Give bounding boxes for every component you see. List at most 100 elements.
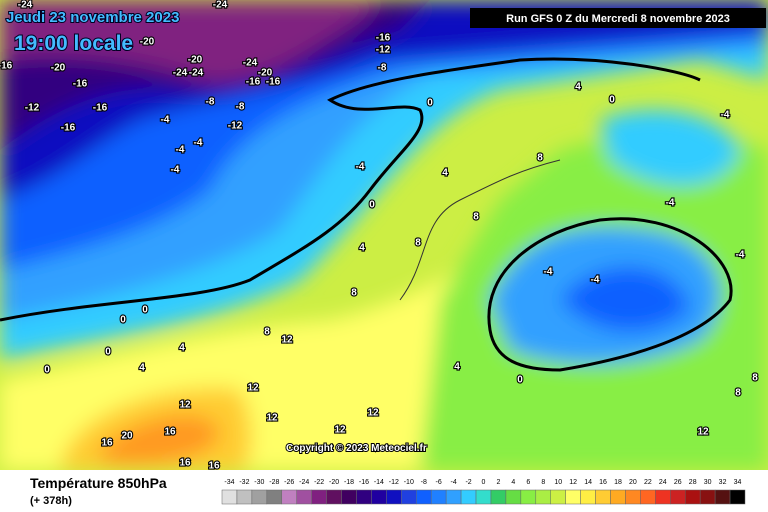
scale-label: -12: [389, 479, 399, 486]
scale-swatch: [520, 489, 537, 505]
scale-swatch: [714, 489, 731, 505]
scale-swatch: [640, 489, 656, 505]
scale-swatch: [655, 489, 671, 505]
isotherm-label: 12: [247, 383, 259, 394]
scale-swatch: [251, 489, 268, 505]
scale-swatch: [296, 489, 312, 505]
scale-label: 6: [526, 479, 530, 486]
isotherm-label: -24: [213, 0, 228, 11]
isotherm-label: -20: [188, 55, 203, 66]
scale-label: -20: [329, 479, 339, 486]
isotherm-label: 4: [454, 362, 460, 373]
lead-time: (+ 378h): [30, 495, 72, 507]
isotherm-labels: -24 -24-20 -16-12-8-20-24 -24-24-20-16 -16-2…: [0, 0, 759, 473]
scale-swatch: [505, 489, 522, 505]
isotherm-label: -4: [176, 145, 185, 156]
scale-swatch: [595, 489, 611, 505]
isotherm-label: -20: [258, 68, 273, 79]
isotherm-label: 16: [101, 438, 113, 449]
isotherm-label: 12: [367, 408, 379, 419]
scale-label: 12: [569, 479, 577, 486]
scale-label: -28: [269, 479, 279, 486]
isotherm-label: 12: [179, 400, 191, 411]
scale-swatch: [684, 489, 701, 505]
scale-swatch: [550, 489, 566, 505]
scale-label: -18: [344, 479, 354, 486]
isotherm-label: -4: [721, 110, 730, 121]
isotherm-label: 8: [752, 373, 758, 384]
scale-label: 26: [674, 479, 682, 486]
scale-swatch: [535, 489, 551, 505]
scale-label: -2: [465, 479, 471, 486]
isotherm-label: -16: [266, 77, 281, 88]
isotherm-label: -16: [246, 77, 261, 88]
scale-swatch: [416, 489, 432, 505]
isotherm-label: 4: [359, 243, 365, 254]
copyright: Copyright © 2023 Meteociel.fr: [286, 443, 427, 454]
scale-label: -14: [374, 479, 384, 486]
scale-label: -10: [404, 479, 414, 486]
scale-label: 8: [541, 479, 545, 486]
scale-label: -4: [450, 479, 456, 486]
scale-label: -30: [254, 479, 264, 486]
color-scale: -34 -32 -30 -28 -26 -24 -22 -20 -18 -16 -14 -12 -10-…: [221, 479, 746, 505]
isotherm-label: -24: [173, 68, 188, 79]
scale-swatch: [221, 489, 238, 505]
scale-swatch: [490, 489, 507, 505]
isotherm-label: 8: [735, 388, 741, 399]
scale-label: 20: [629, 479, 637, 486]
scale-label: 34: [734, 479, 742, 486]
scale-label: 28: [689, 479, 697, 486]
scale-label: -34: [224, 479, 234, 486]
scale-swatch: [401, 489, 417, 505]
isotherm-label: -4: [161, 115, 170, 126]
isotherm-label: 0: [44, 365, 50, 376]
run-info: Run GFS 0 Z du Mercredi 8 novembre 2023: [506, 13, 730, 25]
isotherm-label: -4: [666, 198, 675, 209]
isotherm-label: 16: [179, 458, 191, 469]
isotherm-label: 4: [139, 363, 145, 374]
isotherm-label: 0: [120, 315, 126, 326]
scale-swatch: [699, 489, 716, 505]
forecast-time: 19:00 locale: [14, 32, 133, 55]
isotherm-label: -8: [206, 97, 215, 108]
isotherm-label: 12: [281, 335, 293, 346]
isotherm-label: 0: [142, 305, 148, 316]
scale-swatch: [670, 489, 686, 505]
map-background: [0, 0, 768, 470]
scale-swatch: [460, 489, 477, 505]
scale-swatch: [326, 489, 342, 505]
scale-swatch: [729, 489, 746, 505]
isotherm-label: 0: [517, 375, 523, 386]
forecast-date: Jeudi 23 novembre 2023: [6, 9, 179, 26]
scale-label: 24: [659, 479, 667, 486]
isotherm-label: 8: [351, 288, 357, 299]
scale-swatch: [445, 489, 462, 505]
isotherm-label: -12: [376, 45, 391, 56]
isotherm-label: 20: [121, 431, 133, 442]
isotherm-label: -20: [140, 37, 155, 48]
scale-label: 16: [599, 479, 607, 486]
isotherm-label: -8: [236, 102, 245, 113]
isotherm-label: -4: [591, 275, 600, 286]
scale-label: 18: [614, 479, 622, 486]
isotherm-label: 8: [473, 212, 479, 223]
scale-swatch: [356, 489, 372, 505]
scale-label: -6: [436, 479, 442, 486]
isotherm-label: -4: [736, 250, 745, 261]
isotherm-label: -24: [243, 58, 258, 69]
isotherm-label: -16: [61, 123, 76, 134]
scale-label: -24: [299, 479, 309, 486]
scale-swatch: [311, 489, 327, 505]
scale-swatch: [625, 489, 641, 505]
isotherm-label: 4: [575, 82, 581, 93]
isotherm-label: -24: [18, 0, 33, 11]
isotherm-label: -12: [25, 103, 40, 114]
scale-swatch: [371, 489, 387, 505]
isotherm-label: 8: [415, 238, 421, 249]
isotherm-label: -16: [0, 61, 13, 72]
isotherm-label: -8: [378, 63, 387, 74]
scale-label: 32: [719, 479, 727, 486]
isotherm-label: -4: [356, 162, 365, 173]
